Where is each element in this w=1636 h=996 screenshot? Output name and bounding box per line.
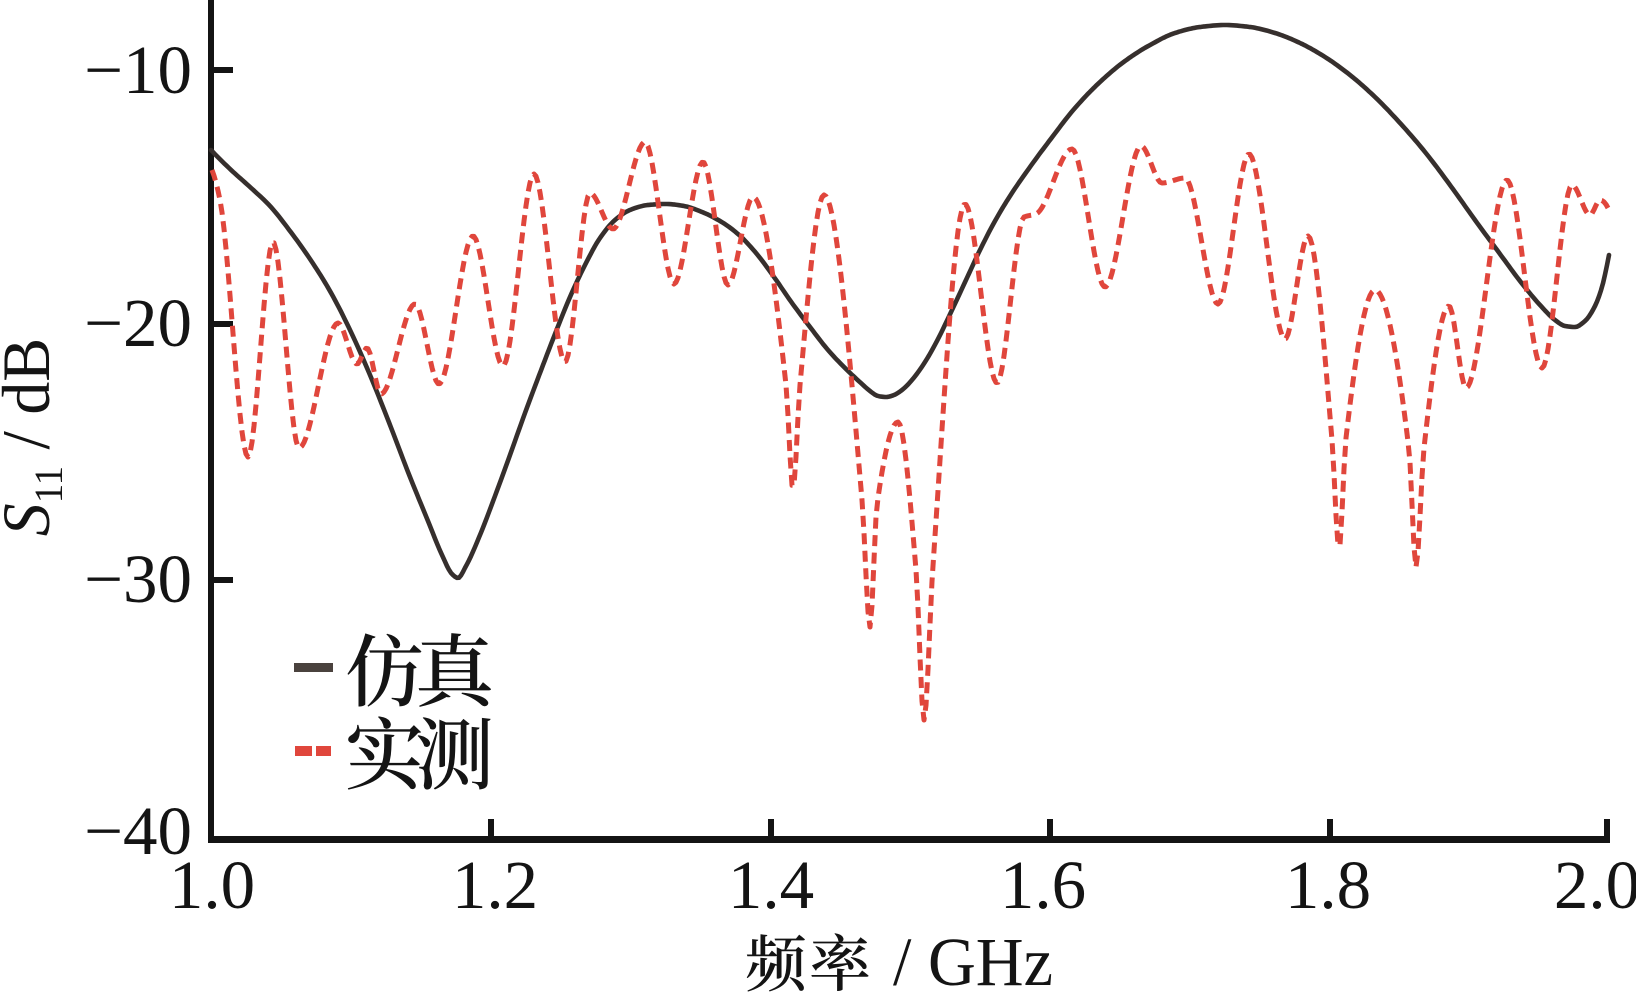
svg-text:−40: −40 <box>84 793 192 869</box>
svg-text:1.2: 1.2 <box>452 847 538 923</box>
svg-text:2.0: 2.0 <box>1554 847 1636 923</box>
svg-text:1.6: 1.6 <box>1000 847 1086 923</box>
svg-text:−20: −20 <box>84 285 192 361</box>
svg-text:1.4: 1.4 <box>728 847 814 923</box>
svg-text:−30: −30 <box>84 541 192 617</box>
svg-text:1.8: 1.8 <box>1285 847 1371 923</box>
svg-text:/ GHz: / GHz <box>893 924 1053 996</box>
svg-text:1.0: 1.0 <box>169 847 255 923</box>
svg-text:S11 / dB: S11 / dB <box>0 338 71 537</box>
svg-text:−10: −10 <box>84 32 192 108</box>
